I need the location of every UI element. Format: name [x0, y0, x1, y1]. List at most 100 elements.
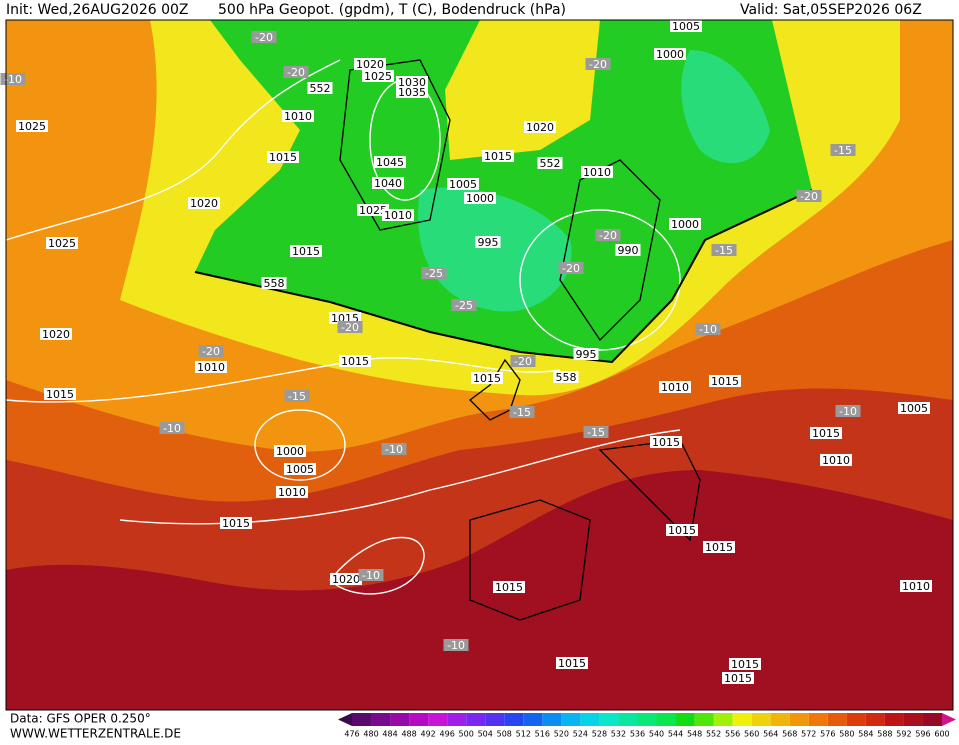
pressure-label-box — [493, 581, 525, 593]
data-source: Data: GFS OPER 0.250° — [10, 712, 151, 726]
pressure-label-box — [482, 150, 514, 162]
pressure-label-box — [339, 355, 371, 367]
colorbar-cell — [447, 713, 467, 726]
colorbar-cell — [922, 713, 942, 726]
temperature-label-box — [451, 299, 477, 311]
pressure-label-box — [581, 166, 613, 178]
colorbar-cell — [561, 713, 581, 726]
pressure-label: 1010 — [197, 361, 225, 374]
pressure-label-box — [820, 454, 852, 466]
temperature-label: -10 — [4, 73, 22, 86]
pressure-label-box — [464, 192, 496, 204]
colorbar-cell — [542, 713, 562, 726]
colorbar-cell — [618, 713, 638, 726]
pressure-label-box — [666, 524, 698, 536]
colorbar-label: 536 — [630, 730, 645, 739]
temperature-label-box — [796, 190, 822, 202]
colorbar-cell — [371, 713, 391, 726]
pressure-label: 1000 — [276, 445, 304, 458]
pressure-label-box — [330, 573, 362, 585]
pressure-label-box — [659, 381, 691, 393]
colorbar-cell — [846, 713, 866, 726]
temperature-label-box — [830, 144, 856, 156]
pressure-label: 1010 — [902, 580, 930, 593]
temperature-label-box — [595, 229, 621, 241]
height-contour — [194, 189, 813, 364]
pressure-label: 1025 — [364, 70, 392, 83]
temperature-label-box — [443, 639, 469, 651]
temperature-label: -10 — [447, 639, 465, 652]
colorbar-arrow — [338, 713, 352, 726]
temperature-label: -20 — [202, 345, 220, 358]
pressure-label-box — [374, 156, 406, 168]
pressure-label-box — [900, 580, 932, 592]
pressure-label-box — [709, 375, 741, 387]
pressure-label-box — [220, 517, 252, 529]
pressure-label: 1020 — [526, 121, 554, 134]
colorbar-label: 592 — [896, 730, 911, 739]
colorbar-label: 580 — [839, 730, 854, 739]
isobar — [254, 409, 346, 481]
temperature-label-box — [695, 323, 721, 335]
temperature-label: -15 — [513, 406, 531, 419]
pressure-label: 1010 — [284, 110, 312, 123]
isobar — [329, 536, 425, 595]
temperature-label-box — [585, 58, 611, 70]
pressure-label: 1000 — [671, 218, 699, 231]
colorbar-label: 596 — [915, 730, 930, 739]
temperature-label-box — [711, 244, 737, 256]
colorbar-label: 476 — [344, 730, 359, 739]
pressure-label-box — [703, 541, 735, 553]
pressure-label: 1005 — [286, 463, 314, 476]
colorbar-label: 508 — [497, 730, 512, 739]
colorbar-arrow — [942, 713, 956, 726]
temperature-label: -20 — [255, 31, 273, 44]
pressure-label-box — [471, 372, 503, 384]
pressure-label: 1010 — [822, 454, 850, 467]
pressure-label-box — [447, 178, 479, 190]
colorbar-label: 504 — [478, 730, 493, 739]
pressure-label: 1015 — [495, 581, 523, 594]
colorbar-label: 500 — [459, 730, 474, 739]
temperature-label: -15 — [288, 390, 306, 403]
pressure-label-box — [722, 672, 754, 684]
pressure-label: 1015 — [705, 541, 733, 554]
colorbar-label: 544 — [668, 730, 683, 739]
pressure-label: 1035 — [398, 86, 426, 99]
colorbar-label: 492 — [420, 730, 435, 739]
temperature-label-box — [251, 31, 277, 43]
temperature-label: -10 — [699, 323, 717, 336]
pressure-label: 1000 — [466, 192, 494, 205]
pressure-label-box — [475, 236, 501, 248]
pressure-label: 1015 — [341, 355, 369, 368]
pressure-label: 1005 — [672, 20, 700, 33]
colorbar-label: 488 — [401, 730, 416, 739]
isobar — [119, 429, 681, 525]
temperature-label-box — [583, 426, 609, 438]
pressure-label: 1025 — [48, 237, 76, 250]
colorbar-cell — [903, 713, 923, 726]
temperature-label: -15 — [587, 426, 605, 439]
pressure-label: 1015 — [558, 657, 586, 670]
pressure-label-box — [372, 177, 404, 189]
pressure-label: 1040 — [374, 177, 402, 190]
colorbar-cell — [523, 713, 543, 726]
colorbar-cell — [504, 713, 524, 726]
coastline — [339, 59, 451, 231]
temperature-label-box — [835, 405, 861, 417]
pressure-label: 1010 — [384, 209, 412, 222]
pressure-label-box — [810, 427, 842, 439]
pressure-label: 1025 — [18, 120, 46, 133]
colorbar-label: 512 — [516, 730, 531, 739]
colorbar-cell — [485, 713, 505, 726]
pressure-label-box — [282, 110, 314, 122]
colorbar-label: 524 — [573, 730, 588, 739]
temperature-label-box — [0, 73, 26, 85]
isobars — [5, 59, 681, 595]
pressure-label-box — [396, 76, 428, 88]
temperature-label-box — [283, 66, 309, 78]
pressure-label-box — [362, 70, 394, 82]
colorbar-label: 572 — [801, 730, 816, 739]
